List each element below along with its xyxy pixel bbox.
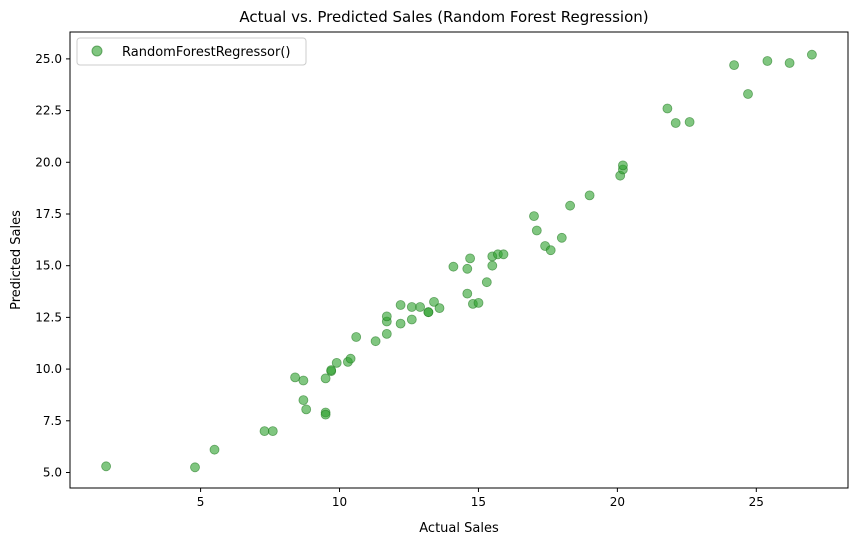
data-point bbox=[784, 58, 795, 68]
data-point bbox=[290, 372, 301, 383]
data-point bbox=[465, 253, 476, 264]
x-axis-label: Actual Sales bbox=[419, 521, 499, 536]
data-point bbox=[545, 245, 556, 256]
data-point bbox=[320, 409, 331, 420]
data-point bbox=[395, 300, 406, 310]
data-point bbox=[481, 277, 492, 288]
x-tick-label: 25 bbox=[749, 495, 764, 509]
y-tick-label: 20.0 bbox=[35, 155, 62, 169]
y-tick-label: 12.5 bbox=[35, 310, 62, 324]
y-tick-label: 10.0 bbox=[35, 362, 62, 376]
data-point bbox=[190, 462, 200, 473]
data-point bbox=[429, 296, 439, 307]
data-point bbox=[556, 232, 567, 243]
data-point bbox=[529, 211, 539, 222]
data-point bbox=[320, 373, 331, 384]
data-point bbox=[684, 117, 695, 127]
data-point bbox=[101, 461, 111, 472]
data-point bbox=[448, 261, 459, 272]
data-point bbox=[473, 297, 484, 308]
chart-title: Actual vs. Predicted Sales (Random Fores… bbox=[239, 8, 648, 26]
data-point bbox=[565, 200, 575, 211]
data-point bbox=[370, 336, 381, 347]
data-point bbox=[462, 288, 473, 299]
data-point bbox=[351, 332, 362, 342]
data-point bbox=[298, 375, 309, 386]
data-point bbox=[406, 302, 417, 312]
data-point bbox=[487, 260, 498, 271]
y-axis-label: Predicted Sales bbox=[9, 210, 24, 310]
y-tick-label: 7.5 bbox=[43, 414, 62, 428]
legend: RandomForestRegressor() bbox=[76, 37, 307, 66]
data-point bbox=[406, 314, 417, 325]
data-point bbox=[729, 60, 739, 70]
data-point bbox=[434, 303, 445, 314]
legend-box bbox=[76, 37, 307, 66]
data-point bbox=[326, 365, 337, 376]
data-point bbox=[670, 118, 681, 128]
data-point bbox=[662, 103, 673, 114]
x-tick-label: 15 bbox=[471, 495, 486, 509]
plot-area bbox=[101, 49, 817, 473]
y-tick-label: 25.0 bbox=[35, 52, 62, 66]
data-point bbox=[267, 426, 278, 437]
data-point bbox=[807, 49, 817, 60]
data-point bbox=[531, 225, 542, 236]
x-axis: 5 10 15 20 25 bbox=[197, 488, 764, 509]
data-point bbox=[209, 444, 220, 455]
y-axis: 5.0 7.5 10.0 12.5 15.0 17.5 20.0 22.5 25.0 bbox=[35, 52, 70, 479]
data-point bbox=[301, 404, 312, 415]
data-point bbox=[743, 89, 753, 99]
data-point bbox=[584, 190, 595, 201]
y-tick-label: 17.5 bbox=[35, 207, 62, 221]
data-point bbox=[259, 426, 270, 437]
data-point bbox=[298, 395, 309, 406]
data-point bbox=[381, 311, 392, 322]
y-tick-label: 22.5 bbox=[35, 104, 62, 118]
data-point bbox=[618, 160, 628, 171]
data-point bbox=[762, 56, 773, 66]
axes-frame bbox=[69, 31, 849, 489]
x-tick-label: 5 bbox=[197, 495, 205, 509]
data-point bbox=[498, 249, 509, 260]
legend-label: RandomForestRegressor() bbox=[122, 45, 290, 60]
x-tick-label: 20 bbox=[610, 495, 625, 509]
data-point bbox=[395, 318, 406, 329]
data-point bbox=[462, 263, 473, 274]
x-tick-label: 10 bbox=[332, 495, 347, 509]
data-point bbox=[381, 328, 392, 339]
y-tick-label: 15.0 bbox=[35, 259, 62, 273]
data-point bbox=[415, 302, 426, 312]
data-point bbox=[331, 357, 342, 368]
data-point bbox=[423, 307, 434, 318]
y-tick-label: 5.0 bbox=[43, 465, 62, 479]
legend-marker bbox=[91, 45, 103, 57]
data-point bbox=[345, 353, 356, 364]
